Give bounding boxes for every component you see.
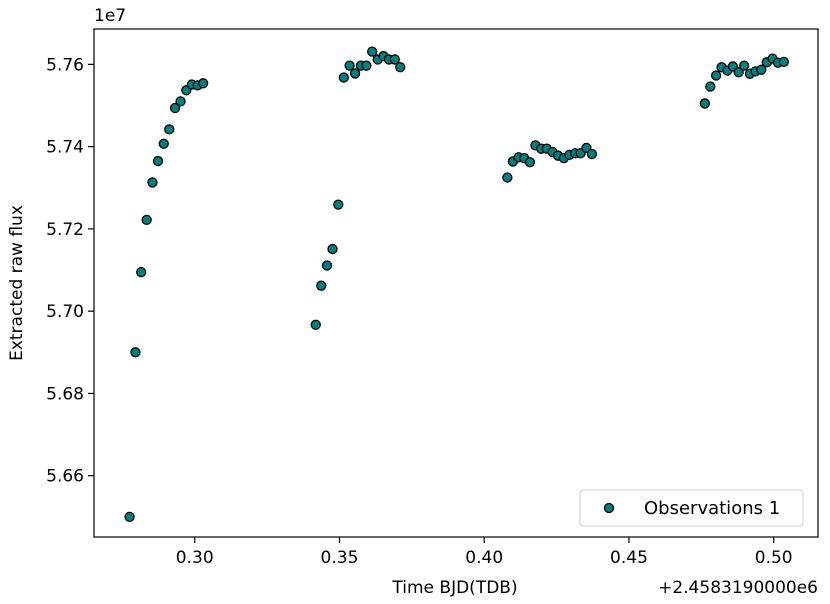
data-point [778,56,789,68]
data-point [130,347,141,358]
data-point [136,266,147,278]
data-point [316,280,327,291]
data-point [502,172,513,183]
data-point [175,96,186,107]
data-point [756,64,767,75]
data-point [141,214,152,226]
legend: Observations 1 [579,489,804,527]
y-axis-ticks: 5.66 5.68 5.70 5.72 5.74 5.76 [46,55,94,487]
data-point [333,199,344,210]
data-point [524,157,536,168]
data-point [169,102,181,114]
y-tick-label: 5.68 [46,384,84,404]
data-points [124,46,789,522]
data-point [321,260,333,271]
y-tick-label: 5.70 [46,302,84,322]
data-point [310,319,321,330]
data-point [338,72,349,83]
data-point [699,98,710,109]
y-tick-label: 5.76 [46,55,84,75]
legend-box [579,489,804,527]
y-axis-label: Extracted raw flux [7,205,27,361]
legend-marker [603,502,615,514]
data-point [197,78,209,89]
data-point [739,60,750,71]
y-scale-label: 1e7 [94,6,126,26]
data-point [158,138,169,149]
data-point [344,60,355,71]
legend-entry-label: Observations 1 [644,498,780,519]
plot-frame [93,28,819,538]
x-tick-label: 0.45 [610,548,648,568]
data-point [152,155,164,167]
data-point [367,46,378,57]
y-tick-label: 5.74 [46,138,84,158]
data-point [349,68,361,79]
data-point [710,70,722,81]
y-tick-label: 5.72 [46,220,84,240]
y-tick-label: 5.66 [46,467,84,487]
x-tick-label: 0.40 [465,548,503,568]
data-point [586,148,598,160]
data-point [361,60,372,71]
data-point [124,511,135,522]
data-point [327,243,338,255]
x-axis-ticks: 0.30 0.35 0.40 0.45 0.50 [176,537,793,568]
x-offset-label: +2.4583190000e6 [658,578,818,598]
x-tick-label: 0.35 [321,548,359,568]
data-point [147,177,158,188]
data-point [164,124,175,135]
data-point [389,54,400,65]
x-axis-label: Time BJD(TDB) [391,578,517,598]
x-tick-label: 0.30 [176,548,214,568]
x-tick-label: 0.50 [755,548,793,568]
data-point [705,81,716,92]
data-point [395,62,406,73]
data-point [733,67,744,78]
